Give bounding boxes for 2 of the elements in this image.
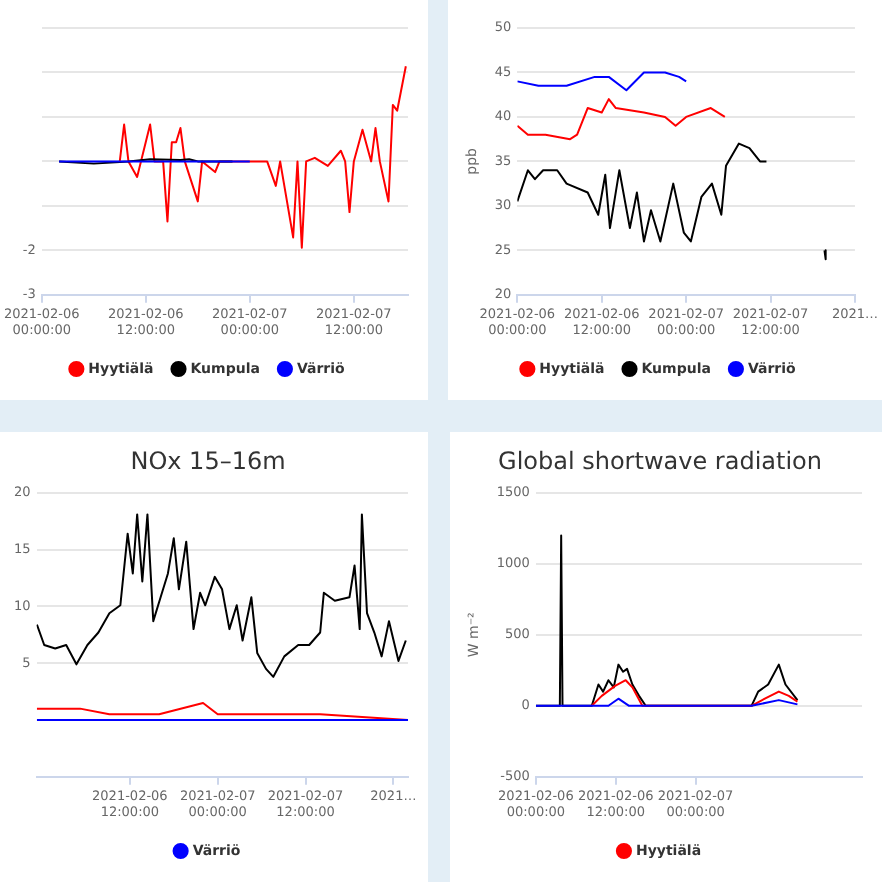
- chart-title: Global shortwave radiation: [498, 446, 822, 475]
- chart-title: NOx 15–16m: [130, 446, 286, 475]
